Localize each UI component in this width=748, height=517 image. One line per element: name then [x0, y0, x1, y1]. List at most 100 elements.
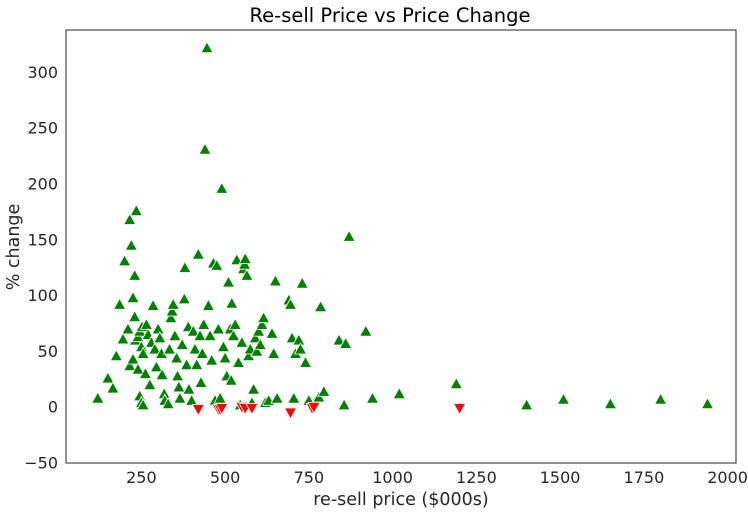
up-marker-9: [124, 238, 138, 251]
up-marker-134: [700, 397, 715, 410]
up-marker-15: [126, 352, 140, 365]
y-tick-label-6: 250: [27, 119, 58, 138]
up-marker-49: [173, 391, 187, 404]
y-tick-label-5: 200: [27, 175, 58, 194]
down-marker-7: [283, 407, 298, 420]
up-marker-67: [201, 298, 216, 311]
up-marker-64: [197, 317, 211, 330]
up-marker-116: [295, 276, 309, 289]
up-marker-35: [153, 331, 167, 344]
plot-frame: [65, 29, 737, 464]
up-marker-126: [359, 324, 373, 337]
up-marker-97: [248, 331, 262, 344]
up-marker-41: [162, 342, 177, 355]
up-marker-84: [228, 317, 242, 330]
up-marker-22: [131, 362, 145, 375]
up-marker-65: [198, 142, 212, 155]
up-marker-124: [339, 336, 353, 349]
up-marker-96: [246, 382, 261, 395]
up-marker-72: [210, 258, 224, 271]
up-marker-37: [155, 367, 169, 381]
x-axis-ticks: 250 500 750 1000 1250 1500 1750 2000: [126, 468, 748, 487]
x-tick-label-5: 1500: [540, 468, 581, 487]
up-marker-42: [164, 311, 178, 324]
up-marker-112: [287, 391, 301, 404]
up-marker-3: [109, 349, 123, 362]
up-marker-29: [143, 378, 157, 391]
up-marker-115: [293, 342, 308, 355]
up-marker-53: [179, 357, 194, 371]
up-marker-92: [240, 268, 254, 281]
y-tick-label-3: 100: [27, 286, 58, 305]
y-tick-label-0: −50: [24, 454, 58, 473]
down-marker-9: [307, 401, 321, 415]
up-marker-127: [365, 391, 380, 404]
up-marker-34: [151, 322, 165, 335]
up-marker-14: [123, 359, 137, 372]
up-marker-76: [216, 340, 231, 353]
up-marker-11: [129, 203, 143, 217]
up-marker-117: [298, 355, 313, 368]
down-marker-3: [215, 403, 229, 416]
chart-title: Re-sell Price vs Price Change: [250, 4, 531, 27]
up-marker-128: [392, 386, 406, 400]
up-marker-1: [101, 371, 115, 384]
down-marker-6: [245, 403, 259, 416]
x-tick-label-0: 250: [126, 468, 157, 487]
up-marker-69: [205, 353, 219, 366]
up-marker-55: [182, 382, 196, 395]
up-marker-105: [265, 326, 279, 339]
up-marker-52: [178, 260, 192, 273]
x-axis-label: re-sell price ($000s): [313, 490, 489, 510]
up-marker-101: [255, 317, 269, 330]
x-tick-label-7: 2000: [707, 468, 748, 487]
y-tick-label-1: 0: [48, 398, 58, 417]
up-marker-4: [112, 297, 127, 310]
up-marker-10: [128, 268, 142, 281]
up-marker-75: [215, 181, 229, 194]
data-points: [91, 41, 715, 420]
up-marker-5: [116, 332, 130, 345]
x-tick-label-3: 1000: [372, 468, 413, 487]
up-marker-62: [194, 375, 208, 388]
up-marker-32: [148, 342, 162, 355]
up-marker-27: [139, 317, 154, 330]
x-tick-label-6: 1750: [624, 468, 665, 487]
up-marker-110: [283, 297, 298, 310]
up-marker-50: [175, 337, 189, 350]
up-marker-51: [177, 292, 191, 305]
up-marker-33: [149, 360, 164, 373]
up-marker-123: [337, 398, 351, 411]
up-marker-107: [268, 274, 283, 287]
up-marker-57: [186, 324, 200, 337]
up-marker-2: [106, 381, 120, 394]
up-marker-44: [166, 297, 180, 310]
up-marker-6: [117, 254, 132, 267]
up-marker-63: [195, 346, 209, 359]
y-tick-label-7: 300: [27, 63, 58, 82]
up-marker-88: [235, 335, 249, 348]
up-marker-56: [184, 393, 199, 406]
up-marker-125: [342, 229, 356, 242]
up-marker-43: [165, 304, 179, 317]
x-tick-label-4: 1250: [456, 468, 497, 487]
y-axis-label: % change: [4, 204, 24, 291]
up-marker-122: [332, 333, 346, 346]
up-marker-131: [556, 392, 571, 405]
up-marker-46: [169, 351, 184, 364]
down-marker-10: [452, 403, 467, 416]
up-marker-100: [253, 337, 267, 350]
up-marker-129: [449, 376, 463, 390]
x-tick-label-1: 500: [210, 468, 241, 487]
up-marker-102: [256, 311, 271, 324]
up-marker-47: [170, 369, 185, 382]
up-marker-99: [251, 324, 266, 337]
up-marker-108: [270, 391, 284, 404]
up-marker-66: [200, 41, 214, 54]
up-marker-91: [238, 251, 252, 265]
up-marker-106: [267, 346, 281, 359]
up-marker-82: [225, 296, 239, 309]
up-marker-48: [172, 380, 186, 393]
